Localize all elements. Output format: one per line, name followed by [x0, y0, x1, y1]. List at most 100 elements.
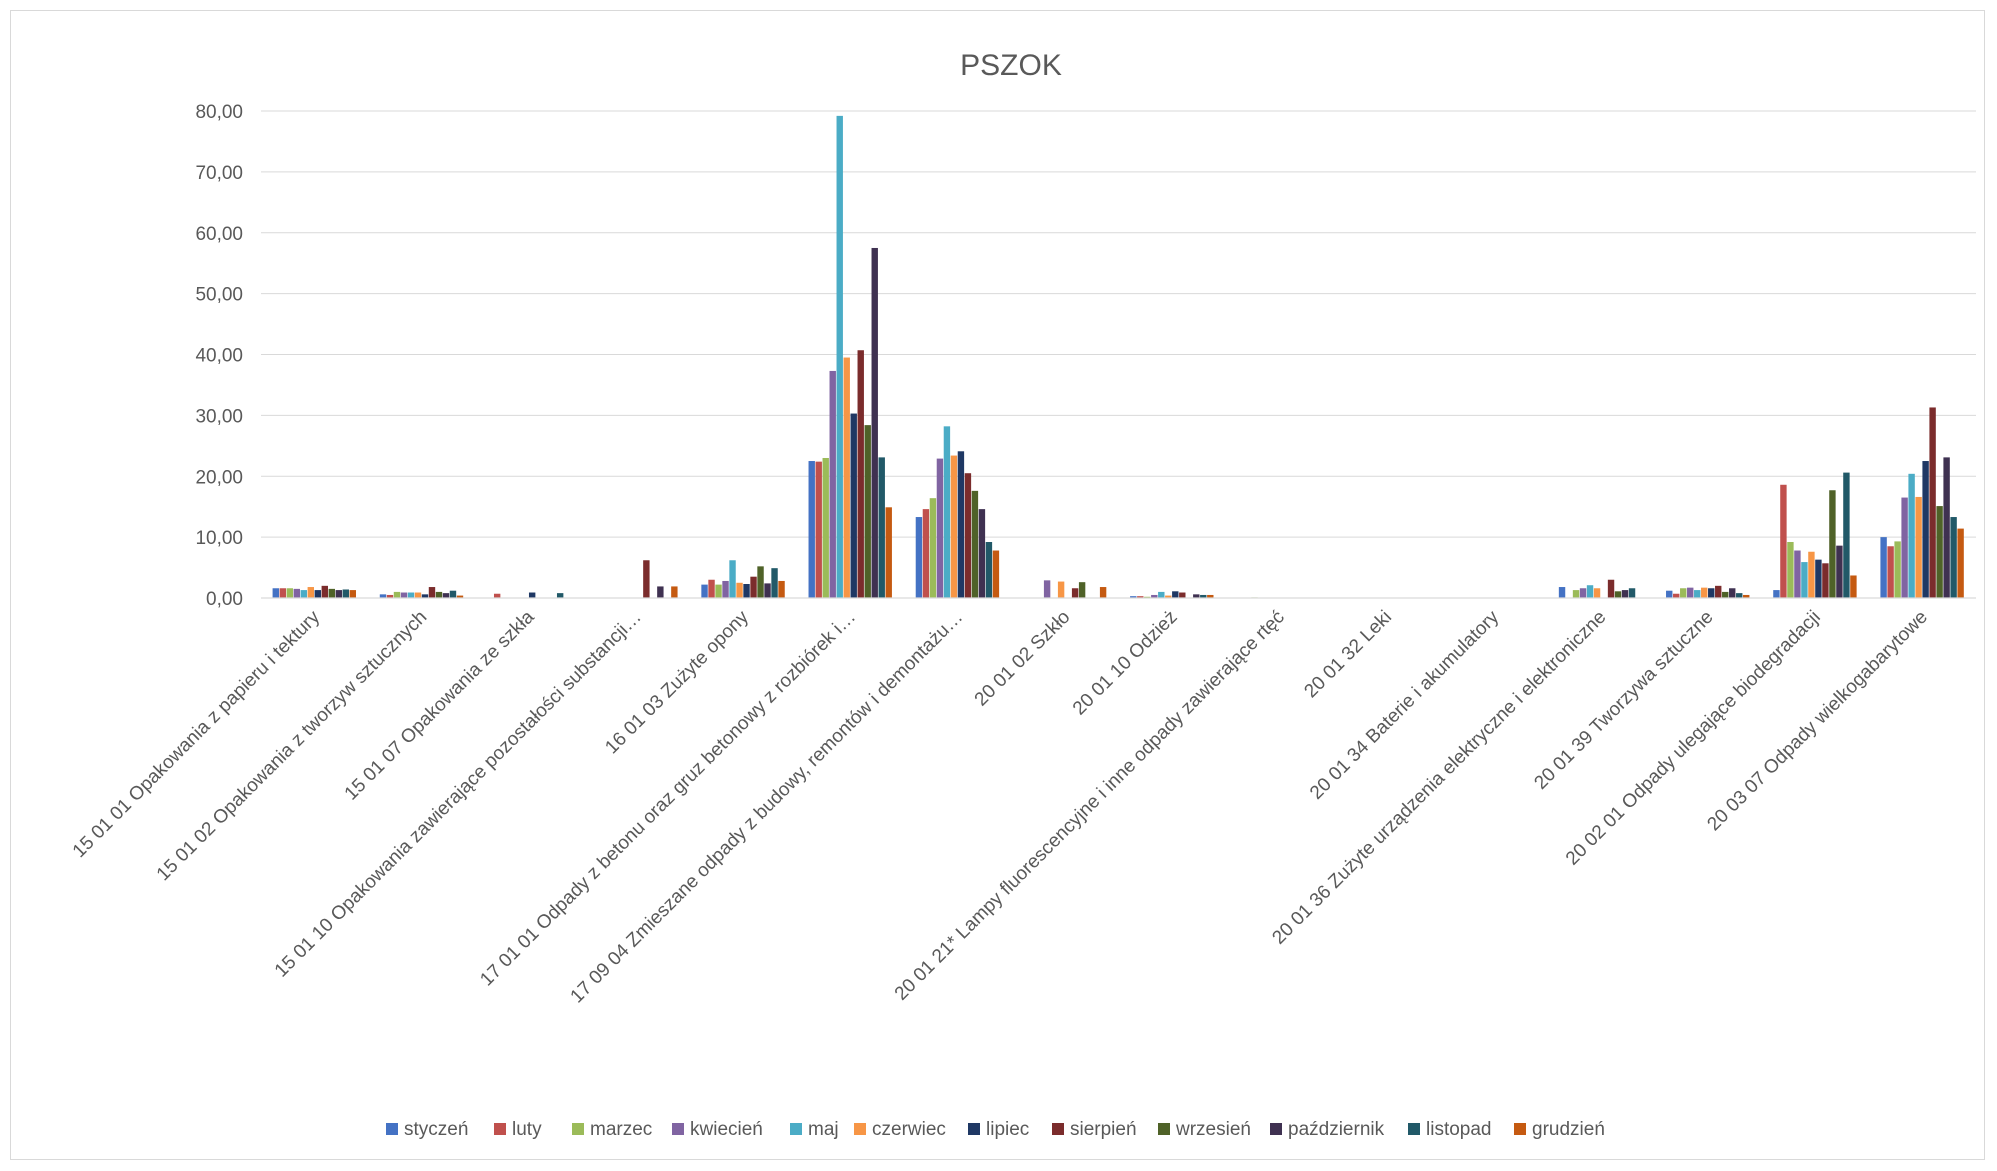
bar — [1794, 550, 1801, 598]
bar — [701, 584, 708, 598]
y-tick-label: 60,00 — [195, 224, 243, 245]
legend-item: listopad — [1408, 1119, 1492, 1140]
bar — [808, 461, 815, 598]
bar — [1586, 585, 1594, 598]
bar — [400, 592, 408, 598]
bar — [915, 517, 923, 598]
bar — [1880, 537, 1887, 599]
x-category-label: 20 01 10 Odzież — [1069, 607, 1182, 720]
bar — [1607, 579, 1615, 598]
bar — [272, 588, 279, 598]
bar — [1936, 506, 1943, 598]
bar — [1666, 590, 1673, 598]
legend-item: styczeń — [386, 1119, 468, 1140]
bar — [1144, 596, 1151, 598]
bar — [736, 582, 743, 598]
bar — [435, 591, 443, 598]
legend-item: kwiecień — [672, 1119, 763, 1140]
y-tick-label: 0,00 — [206, 589, 243, 610]
bar — [1929, 407, 1936, 598]
bar — [1822, 563, 1829, 598]
legend-label: październik — [1288, 1119, 1385, 1140]
bar — [1165, 595, 1172, 598]
bar — [878, 457, 885, 598]
bar — [836, 115, 843, 599]
bar — [1950, 517, 1957, 598]
series-sierpień — [321, 350, 1936, 598]
bar — [1673, 593, 1680, 598]
bar — [1736, 593, 1743, 598]
bar — [1815, 559, 1822, 598]
bar — [1151, 594, 1158, 598]
bar — [1908, 473, 1915, 598]
legend-label: sierpień — [1070, 1119, 1137, 1140]
bar — [1829, 490, 1836, 598]
bar — [1200, 594, 1207, 598]
bar — [293, 588, 300, 598]
legend-item: sierpień — [1052, 1119, 1137, 1140]
legend-label: listopad — [1426, 1119, 1492, 1140]
bar — [1179, 592, 1186, 598]
bar — [643, 560, 650, 598]
bar — [407, 592, 415, 598]
y-axis-tick-labels: 0,00 10,00 20,00 30,00 40,00 50,00 60,00 70,00 8… — [195, 102, 243, 610]
bar — [300, 590, 307, 598]
bar — [971, 490, 979, 598]
legend-swatch — [1514, 1123, 1526, 1135]
legend-swatch — [1408, 1123, 1420, 1135]
bar — [1708, 588, 1715, 598]
bar — [1687, 587, 1694, 598]
bar — [757, 566, 764, 598]
bar — [1843, 472, 1850, 598]
bar — [1193, 594, 1200, 598]
x-category-label: 17 01 01 Odpady z betonu oraz gruz beton… — [476, 607, 860, 991]
bar — [750, 576, 757, 598]
bar — [456, 595, 464, 598]
series-wrzesień — [328, 425, 1943, 598]
bar — [349, 590, 356, 598]
bar — [428, 587, 436, 598]
bar — [1922, 461, 1929, 598]
series-styczeń — [272, 461, 1887, 599]
legend-label: lipiec — [986, 1119, 1029, 1140]
series-październik — [335, 247, 1950, 598]
bar — [1773, 590, 1780, 598]
y-tick-label: 40,00 — [195, 346, 243, 367]
bar — [1743, 594, 1750, 598]
legend-item: wrzesień — [1158, 1119, 1251, 1140]
series-czerwiec — [307, 357, 1922, 598]
bar — [1943, 457, 1950, 598]
x-category-label: 20 03 07 Odpady wielkogabarytowe — [1703, 607, 1931, 835]
bar — [393, 591, 401, 598]
legend-label: marzec — [590, 1119, 652, 1140]
bar — [1836, 545, 1843, 598]
series-luty — [279, 461, 1894, 598]
x-category-label: 15 01 01 Opakowania z papieru i tektury — [69, 606, 325, 862]
chart-title: PSZOK — [960, 49, 1062, 82]
series-kwiecień — [293, 370, 1908, 598]
legend-swatch — [854, 1123, 866, 1135]
x-category-label: 20 01 34 Baterie i akumulatory — [1306, 606, 1503, 803]
bar — [843, 357, 850, 598]
legend-label: grudzień — [1532, 1119, 1605, 1140]
bar — [815, 461, 822, 598]
bar — [1887, 546, 1894, 598]
chart-frame: PSZOK 0,00 10,00 20,00 30,00 40,00 50,00 60,00… — [10, 10, 1985, 1160]
y-tick-label: 30,00 — [195, 406, 243, 427]
legend-item: czerwiec — [854, 1119, 946, 1140]
series-marzec — [286, 457, 1901, 598]
bar — [1780, 484, 1787, 598]
bar — [528, 592, 536, 598]
bar — [1593, 588, 1601, 598]
legend-swatch — [572, 1123, 584, 1135]
y-tick-label: 20,00 — [195, 467, 243, 488]
bar — [1043, 580, 1051, 598]
legend-item: grudzień — [1514, 1119, 1605, 1140]
y-tick-label: 80,00 — [195, 102, 243, 123]
bar — [449, 590, 457, 598]
bar — [421, 594, 429, 598]
bar — [729, 560, 736, 598]
bar — [922, 509, 930, 598]
legend-item: luty — [494, 1119, 542, 1140]
y-tick-label: 10,00 — [195, 528, 243, 549]
